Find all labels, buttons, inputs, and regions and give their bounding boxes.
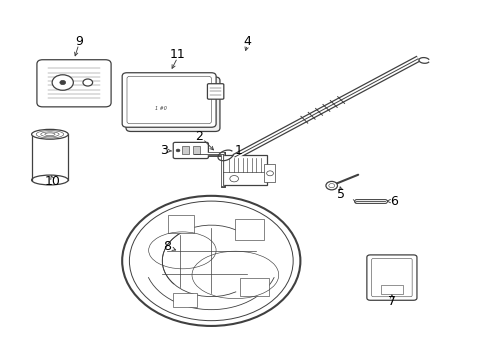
Text: 6: 6	[391, 195, 398, 208]
Circle shape	[230, 176, 239, 182]
FancyBboxPatch shape	[367, 255, 417, 300]
Bar	[173, 293, 197, 307]
Circle shape	[326, 181, 338, 190]
Circle shape	[122, 196, 300, 326]
Bar	[168, 215, 195, 233]
FancyBboxPatch shape	[173, 142, 208, 158]
FancyBboxPatch shape	[37, 60, 111, 107]
Bar	[182, 147, 189, 154]
Bar	[235, 219, 264, 240]
Text: 2: 2	[196, 130, 203, 143]
Bar	[264, 165, 275, 182]
Text: 1 #0: 1 #0	[155, 106, 167, 111]
Text: 8: 8	[163, 240, 171, 253]
Text: 9: 9	[75, 35, 83, 48]
Text: 11: 11	[170, 48, 185, 60]
Ellipse shape	[32, 175, 68, 185]
Text: 1: 1	[235, 144, 243, 157]
Ellipse shape	[32, 129, 68, 139]
Bar	[381, 285, 403, 294]
Text: 3: 3	[160, 144, 168, 157]
Text: 10: 10	[45, 175, 60, 188]
Bar	[194, 147, 200, 154]
Text: 4: 4	[244, 35, 251, 48]
Circle shape	[267, 171, 273, 176]
Circle shape	[129, 201, 293, 321]
Circle shape	[329, 184, 335, 188]
Text: 5: 5	[337, 188, 345, 201]
Circle shape	[60, 80, 66, 85]
Circle shape	[52, 75, 74, 90]
Text: 7: 7	[388, 295, 396, 308]
Bar	[223, 156, 267, 185]
FancyBboxPatch shape	[126, 77, 220, 131]
FancyBboxPatch shape	[122, 73, 216, 127]
FancyBboxPatch shape	[207, 84, 224, 99]
Bar	[240, 279, 269, 296]
Circle shape	[83, 79, 93, 86]
Circle shape	[176, 149, 180, 152]
